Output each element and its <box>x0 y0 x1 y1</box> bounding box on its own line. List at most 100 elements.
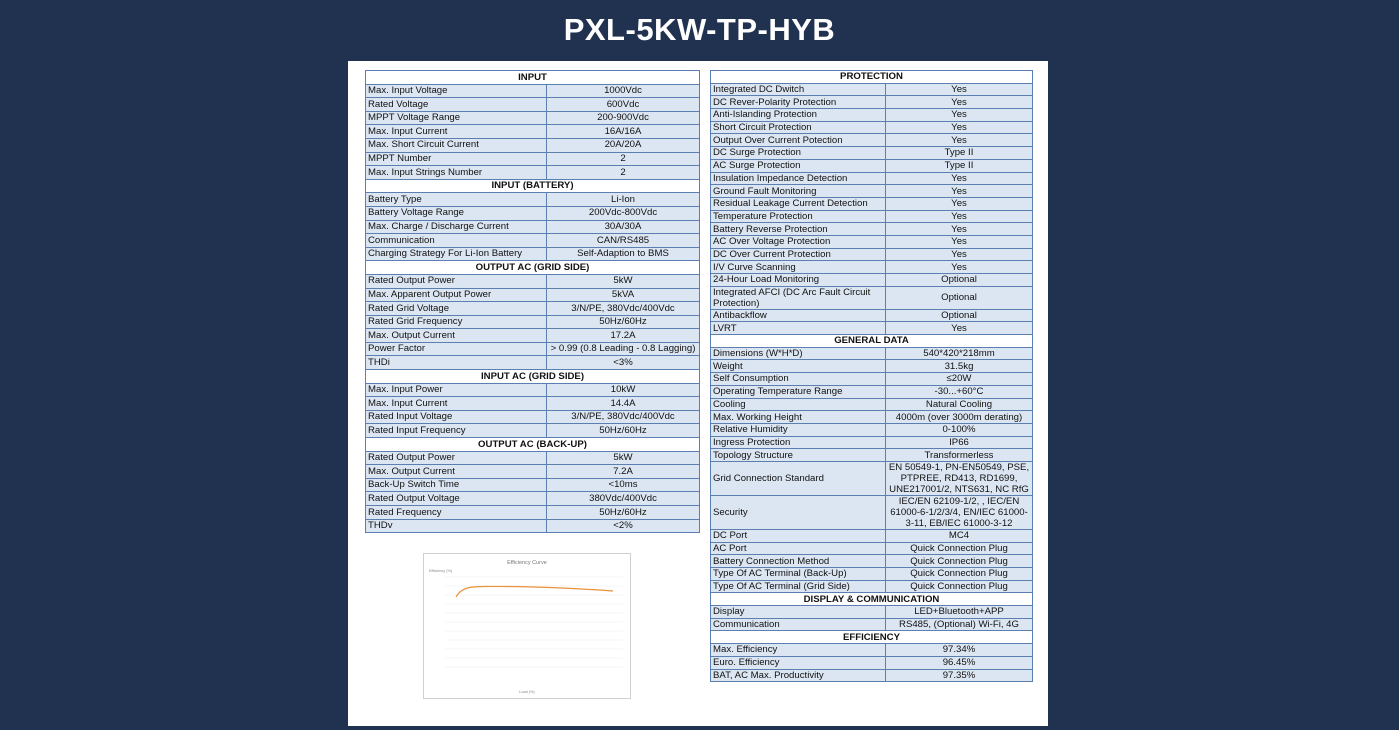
spec-row: Self Consumption ≤20W <box>710 372 1033 386</box>
section-header-row: EFFICIENCY <box>710 630 1033 645</box>
spec-row: Rated Grid Frequency 50Hz/60Hz <box>365 314 700 330</box>
spec-label: Max. Input Current <box>365 396 547 411</box>
spec-label: Cooling <box>710 397 886 412</box>
spec-value: 17.2A <box>546 328 700 343</box>
spec-label: Rated Input Voltage <box>365 409 547 425</box>
spec-label: DC Rever-Polarity Protection <box>710 95 886 110</box>
spec-sheet: INPUT Max. Input Voltage 1000Vdc Rated Volt… <box>348 61 1048 726</box>
spec-label: Security <box>710 494 886 530</box>
section-header-row: INPUT AC (GRID SIDE) <box>365 369 700 384</box>
spec-label: Operating Temperature Range <box>710 384 886 399</box>
spec-row: DC Port MC4 <box>710 528 1033 543</box>
spec-label: Temperature Protection <box>710 209 886 224</box>
spec-row: Relative Humidity 0-100% <box>710 422 1033 437</box>
spec-label: DC Surge Protection <box>710 146 886 160</box>
spec-row: MPPT Number 2 <box>365 151 700 167</box>
spec-value: 30A/30A <box>546 219 700 235</box>
spec-value: Natural Cooling <box>885 397 1033 412</box>
spec-row: BAT, AC Max. Productivity 97.35% <box>710 668 1033 683</box>
spec-label: Ground Fault Monitoring <box>710 184 886 198</box>
spec-row: DC Rever-Polarity Protection Yes <box>710 95 1033 110</box>
spec-row: Battery Voltage Range 200Vdc-800Vdc <box>365 205 700 221</box>
spec-row: Max. Short Circuit Current 20A/20A <box>365 137 700 153</box>
spec-value: Yes <box>885 95 1033 110</box>
spec-row: Antibackflow Optional <box>710 308 1033 323</box>
spec-label: Relative Humidity <box>710 422 886 437</box>
section-header-row: PROTECTION <box>710 70 1033 84</box>
spec-value: 31.5kg <box>885 359 1033 374</box>
spec-value: > 0.99 (0.8 Leading - 0.8 Lagging) <box>546 341 700 357</box>
spec-label: Max. Short Circuit Current <box>365 137 547 153</box>
spec-value: 50Hz/60Hz <box>546 505 700 520</box>
spec-row: Integrated AFCI (DC Arc Fault Circuit Pr… <box>710 285 1033 310</box>
section-header-row: OUTPUT AC (GRID SIDE) <box>365 260 700 275</box>
spec-label: Type Of AC Terminal (Back-Up) <box>710 567 886 581</box>
spec-value: 20A/20A <box>546 137 700 153</box>
spec-value: Yes <box>885 260 1033 274</box>
spec-value: ≤20W <box>885 372 1033 386</box>
spec-row: Ingress Protection IP66 <box>710 435 1033 450</box>
spec-row: Dimensions (W*H*D) 540*420*218mm <box>710 346 1033 361</box>
spec-row: Residual Leakage Current Detection Yes <box>710 196 1033 211</box>
spec-value: Quick Connection Plug <box>885 541 1033 556</box>
spec-row: Charging Strategy For Li-Ion Battery Self… <box>365 246 700 262</box>
spec-label: Rated Frequency <box>365 505 547 520</box>
spec-value: 200-900Vdc <box>546 110 700 126</box>
spec-label: Max. Output Current <box>365 464 547 479</box>
spec-row: AC Surge Protection Type II <box>710 158 1033 173</box>
spec-label: Rated Output Power <box>365 273 547 289</box>
section-header-row: DISPLAY & COMMUNICATION <box>710 592 1033 607</box>
spec-value: CAN/RS485 <box>546 233 700 248</box>
spec-value: 3/N/PE, 380Vdc/400Vdc <box>546 301 700 316</box>
spec-value: 380Vdc/400Vdc <box>546 491 700 506</box>
spec-label: Antibackflow <box>710 308 886 323</box>
spec-row: Short Circuit Protection Yes <box>710 120 1033 135</box>
spec-value: Yes <box>885 209 1033 224</box>
spec-row: DC Over Current Protection Yes <box>710 247 1033 262</box>
spec-row: Type Of AC Terminal (Grid Side) Quick Con… <box>710 579 1033 594</box>
spec-row: Communication RS485, (Optional) Wi-Fi, 4G <box>710 617 1033 632</box>
spec-label: Communication <box>710 617 886 632</box>
spec-label: AC Over Voltage Protection <box>710 234 886 249</box>
spec-row: Battery Reverse Protection Yes <box>710 222 1033 236</box>
spec-label: Rated Output Power <box>365 450 547 466</box>
spec-label: Charging Strategy For Li-Ion Battery <box>365 246 547 262</box>
spec-value: 200Vdc-800Vdc <box>546 205 700 221</box>
spec-row: Rated Voltage 600Vdc <box>365 97 700 112</box>
spec-row: Temperature Protection Yes <box>710 209 1033 224</box>
spec-row: Rated Input Frequency 50Hz/60Hz <box>365 423 700 439</box>
chart-frame <box>423 553 631 699</box>
spec-value: Yes <box>885 171 1033 186</box>
spec-value: -30...+60°C <box>885 384 1033 399</box>
spec-row: Battery Connection Method Quick Connectio… <box>710 554 1033 568</box>
spec-value: Quick Connection Plug <box>885 554 1033 568</box>
spec-value: Yes <box>885 184 1033 198</box>
section-title: OUTPUT AC (BACK-UP) <box>365 437 700 452</box>
spec-value: Quick Connection Plug <box>885 579 1033 594</box>
spec-value: 16A/16A <box>546 124 700 139</box>
spec-row: Max. Output Current 17.2A <box>365 328 700 343</box>
spec-label: Self Consumption <box>710 372 886 386</box>
spec-label: Short Circuit Protection <box>710 120 886 135</box>
spec-value: Yes <box>885 196 1033 211</box>
section-header-row: INPUT (BATTERY) <box>365 178 700 194</box>
spec-row: AC Over Voltage Protection Yes <box>710 234 1033 249</box>
spec-label: Output Over Current Potection <box>710 133 886 148</box>
spec-row: Operating Temperature Range -30...+60°C <box>710 384 1033 399</box>
spec-label: Max. Working Height <box>710 410 886 424</box>
spec-label: Max. Input Voltage <box>365 83 547 99</box>
spec-row: Power Factor > 0.99 (0.8 Leading - 0.8 La… <box>365 341 700 357</box>
spec-row: THDi <3% <box>365 355 700 371</box>
spec-row: Anti-Islanding Protection Yes <box>710 108 1033 122</box>
spec-row: Grid Connection Standard EN 50549-1, PN-E… <box>710 460 1033 496</box>
section-title: PROTECTION <box>710 70 1033 84</box>
spec-value: 14.4A <box>546 396 700 411</box>
spec-value: Yes <box>885 120 1033 135</box>
spec-row: Rated Grid Voltage 3/N/PE, 380Vdc/400Vdc <box>365 301 700 316</box>
spec-value: 10kW <box>546 382 700 398</box>
efficiency-curve <box>455 585 614 598</box>
spec-value: LED+Bluetooth+APP <box>885 605 1033 619</box>
spec-value: Transformerless <box>885 448 1033 462</box>
spec-row: Max. Efficiency 97.34% <box>710 643 1033 657</box>
spec-value: RS485, (Optional) Wi-Fi, 4G <box>885 617 1033 632</box>
